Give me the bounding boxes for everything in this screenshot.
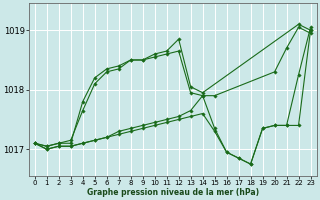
X-axis label: Graphe pression niveau de la mer (hPa): Graphe pression niveau de la mer (hPa) xyxy=(87,188,259,197)
